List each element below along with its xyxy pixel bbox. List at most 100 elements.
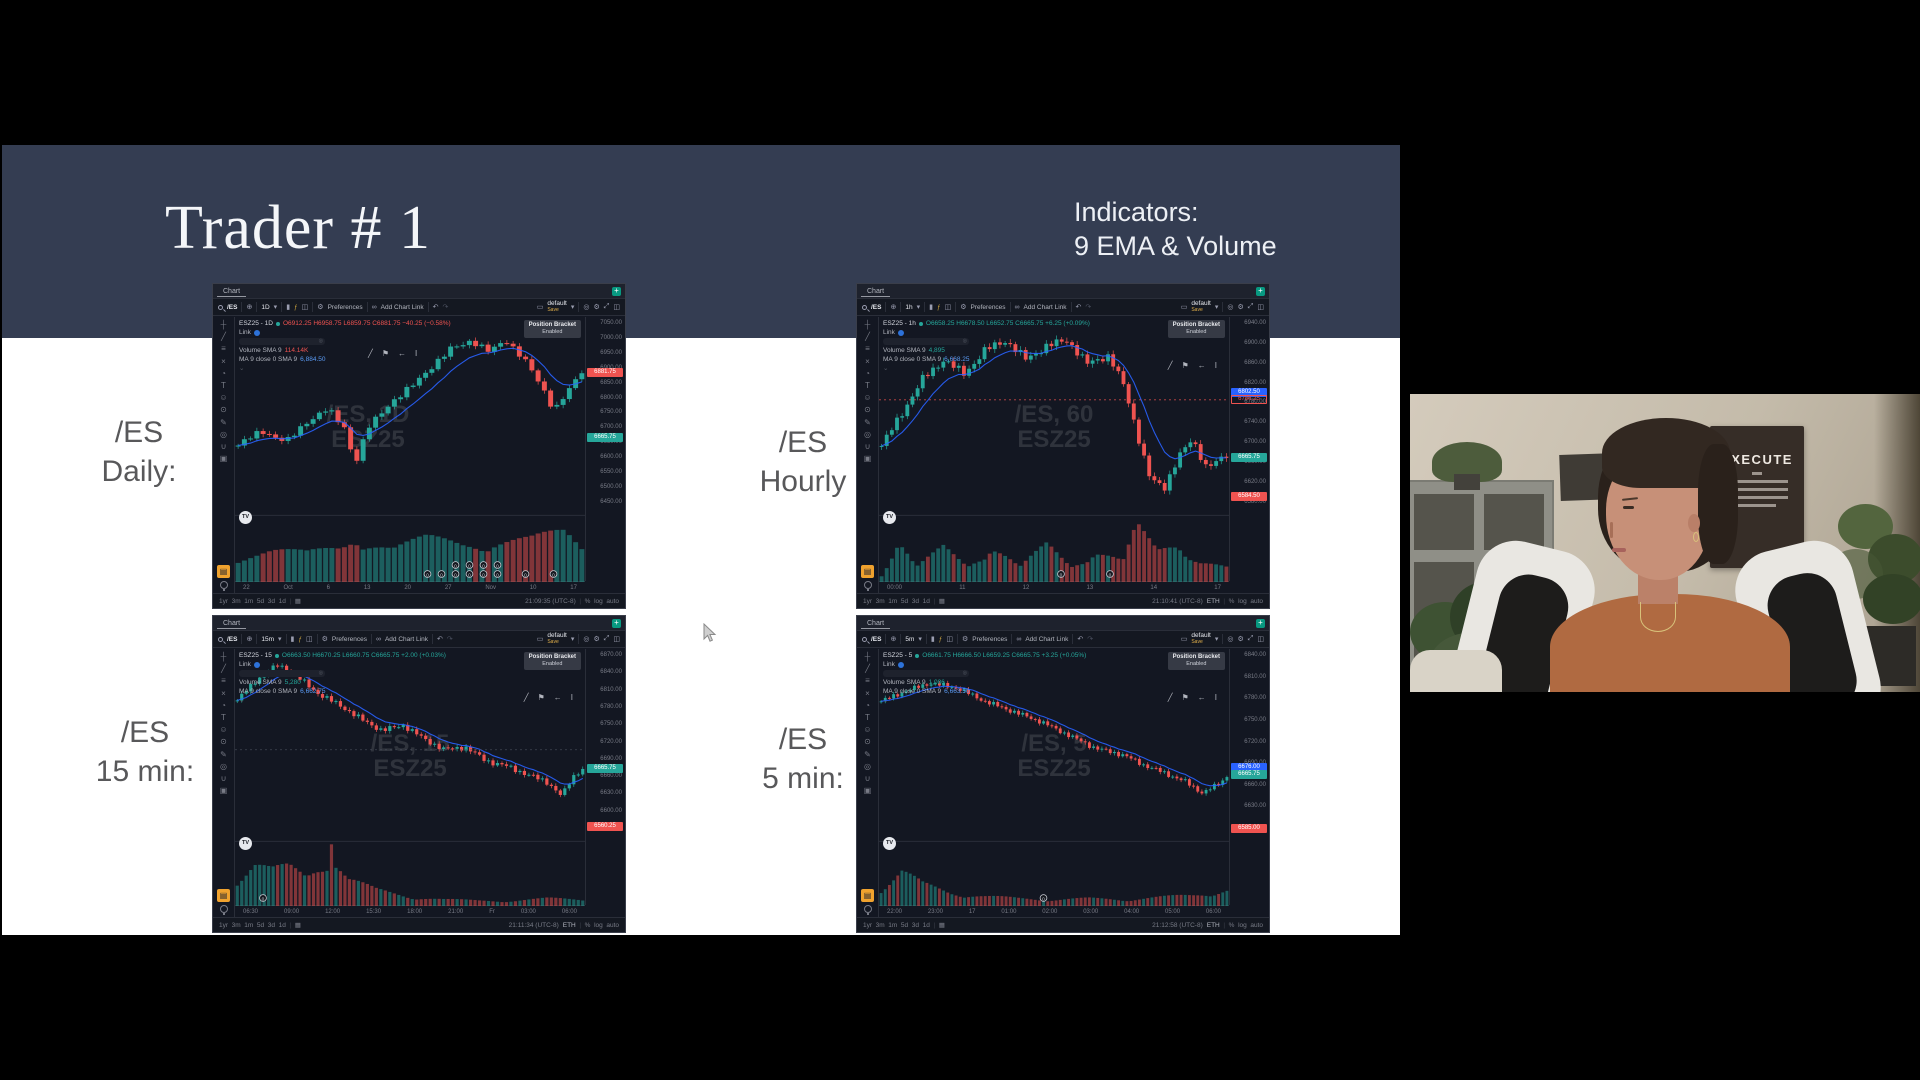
forecast-icon[interactable]: ◔: [221, 368, 226, 378]
emoji-icon[interactable]: ☺: [219, 393, 228, 403]
add-tab-button[interactable]: +: [1256, 618, 1265, 628]
emoji-icon[interactable]: ☺: [863, 725, 872, 735]
symbol-search[interactable]: /ES: [871, 635, 882, 643]
volume-study-label[interactable]: Volume SMA 9: [883, 347, 926, 354]
crosshair-icon[interactable]: ┼: [220, 320, 227, 329]
time-axis[interactable]: 00:00 11 12 13 14 17: [879, 581, 1229, 593]
layout-name-dropdown[interactable]: default Save: [547, 632, 567, 645]
collapse-arrow-icon[interactable]: ⌄: [239, 365, 245, 372]
pattern-icon[interactable]: ×: [865, 688, 870, 698]
crosshair-icon[interactable]: ┼: [220, 652, 227, 661]
brush-icon[interactable]: ✎: [220, 417, 227, 427]
measure-icon[interactable]: ⊙: [220, 405, 227, 415]
crosshair-icon[interactable]: ┼: [864, 652, 871, 661]
preferences-button[interactable]: Preferences: [331, 635, 367, 643]
preferences-button[interactable]: Preferences: [972, 635, 1008, 643]
fib-retracement-icon[interactable]: ≡: [865, 344, 870, 354]
candle-style-icon[interactable]: ▮: [290, 636, 295, 643]
fib-retracement-icon[interactable]: ≡: [865, 676, 870, 686]
add-tab-button[interactable]: +: [1256, 286, 1265, 296]
candle-style-icon[interactable]: ▮: [930, 636, 935, 643]
trendline-icon[interactable]: ╱: [865, 332, 870, 342]
gear-icon[interactable]: ⚙: [962, 636, 969, 643]
compare-icon[interactable]: ⊕: [246, 304, 253, 311]
chevron-down-icon[interactable]: ▾: [1214, 636, 1219, 643]
time-axis[interactable]: 06:30 09:00 12:00 15:30 18:00 21:00 Fr 03:00 06:…: [235, 905, 585, 917]
trendline-icon[interactable]: ╱: [221, 332, 226, 342]
chevron-down-icon[interactable]: ▾: [918, 636, 922, 643]
candle-style-icon[interactable]: ▮: [929, 304, 933, 311]
snapshot-icon[interactable]: ◎: [1227, 304, 1234, 311]
trendline-icon[interactable]: ╱: [221, 664, 226, 674]
go-to-date-icon[interactable]: ▦: [294, 922, 301, 929]
add-chart-link-button[interactable]: Add Chart Link: [1025, 635, 1069, 643]
trendline-icon[interactable]: ╱: [368, 349, 373, 358]
add-chart-link-button[interactable]: Add Chart Link: [380, 303, 424, 311]
lightbulb-icon[interactable]: [219, 581, 228, 591]
trendline-icon[interactable]: ╱: [1167, 361, 1173, 370]
link-icon[interactable]: ∞: [1014, 303, 1020, 311]
save-button[interactable]: Save: [547, 307, 559, 313]
text-tool-icon[interactable]: T: [865, 380, 870, 390]
candle-style-icon[interactable]: ▮: [286, 304, 291, 311]
flag-icon[interactable]: ⚑: [1181, 361, 1189, 370]
quick-trade-icon[interactable]: ▤: [861, 564, 874, 578]
go-to-date-icon[interactable]: ▦: [294, 598, 301, 605]
redo-icon[interactable]: ↷: [1087, 636, 1094, 643]
indicators-icon[interactable]: ƒ: [938, 635, 943, 643]
fullscreen-icon[interactable]: ⤢: [1247, 303, 1254, 310]
layout-icon[interactable]: ▭: [1180, 636, 1188, 643]
magnet-icon[interactable]: ∪: [864, 441, 871, 451]
text-tool-icon[interactable]: T: [221, 712, 226, 722]
volume-study-label[interactable]: Volume SMA 9: [239, 679, 282, 686]
indicators-icon[interactable]: ƒ: [936, 303, 941, 311]
link-icon[interactable]: ∞: [371, 303, 377, 311]
legend-symbol[interactable]: ESZ25 - 5: [883, 652, 913, 659]
redo-icon[interactable]: ↷: [446, 636, 453, 643]
camera-icon[interactable]: ◫: [613, 304, 620, 311]
link-toggle[interactable]: [253, 329, 260, 336]
fib-retracement-icon[interactable]: ≡: [221, 344, 226, 354]
layout-icon[interactable]: ▭: [1180, 304, 1188, 311]
arrow-left-icon[interactable]: ←: [553, 693, 562, 702]
text-cursor-icon[interactable]: I: [1214, 361, 1217, 370]
search-icon[interactable]: [862, 636, 867, 642]
undo-icon[interactable]: ↶: [432, 304, 439, 311]
pattern-icon[interactable]: ×: [865, 356, 870, 366]
range-buttons[interactable]: 1yr 3m 1m 5d 3d 1d: [219, 921, 286, 929]
time-axis[interactable]: 22 Oct 6 13 20 27 Nov 10 17: [235, 581, 585, 593]
layout-grid-icon[interactable]: ◫: [946, 636, 954, 643]
layout-name-dropdown[interactable]: default Save: [1191, 632, 1211, 645]
symbol-search[interactable]: /ES: [227, 635, 238, 643]
settings-icon[interactable]: ⚙: [593, 304, 600, 311]
chart-canvas[interactable]: /ES, 60 ESZ25 0 0 ESZ25 - 1h O6658.25 H6678.5…: [879, 317, 1229, 582]
redo-icon[interactable]: ↷: [1085, 304, 1092, 311]
trendline-icon[interactable]: ╱: [523, 693, 529, 702]
ma-study-label[interactable]: MA 9 close 0 SMA 9: [239, 356, 298, 363]
save-button[interactable]: Save: [547, 639, 559, 645]
chart-canvas[interactable]: /ES, 1D ESZ25 0 0 0 0 0 0 0 0 0 0 0 0 ESZ25 - 1D O6912.…: [235, 317, 585, 582]
forecast-icon[interactable]: ◔: [221, 700, 226, 710]
snapshot-icon[interactable]: ◎: [1227, 636, 1234, 643]
add-chart-link-button[interactable]: Add Chart Link: [1023, 303, 1067, 311]
settings-icon[interactable]: ⚙: [1237, 636, 1244, 643]
layout-name-dropdown[interactable]: default Save: [1191, 300, 1211, 313]
lightbulb-icon[interactable]: [863, 905, 872, 915]
snapshot-icon[interactable]: ◎: [583, 304, 590, 311]
forecast-icon[interactable]: ◔: [865, 700, 870, 710]
undo-icon[interactable]: ↶: [1077, 636, 1084, 643]
volume-study-label[interactable]: Volume SMA 9: [883, 679, 926, 686]
arrow-left-icon[interactable]: ←: [1197, 693, 1206, 702]
chart-canvas[interactable]: /ES, 5 ESZ25 0 ESZ25 - 5 O6661.75 H6666.50 L…: [879, 649, 1229, 906]
settings-icon[interactable]: ⚙: [593, 636, 600, 643]
chevron-down-icon[interactable]: ▾: [278, 636, 282, 643]
layout-icon[interactable]: ▭: [536, 304, 544, 311]
snapshot-icon[interactable]: ◎: [583, 636, 590, 643]
undo-icon[interactable]: ↶: [1075, 304, 1082, 311]
search-icon[interactable]: [218, 304, 223, 310]
collapse-arrow-icon[interactable]: ⌄: [883, 365, 889, 372]
session-label[interactable]: ETH: [1206, 597, 1220, 605]
undo-icon[interactable]: ↶: [436, 636, 443, 643]
flag-icon[interactable]: ⚑: [381, 349, 389, 358]
range-buttons[interactable]: 1yr 3m 1m 5d 3d 1d: [863, 921, 930, 929]
